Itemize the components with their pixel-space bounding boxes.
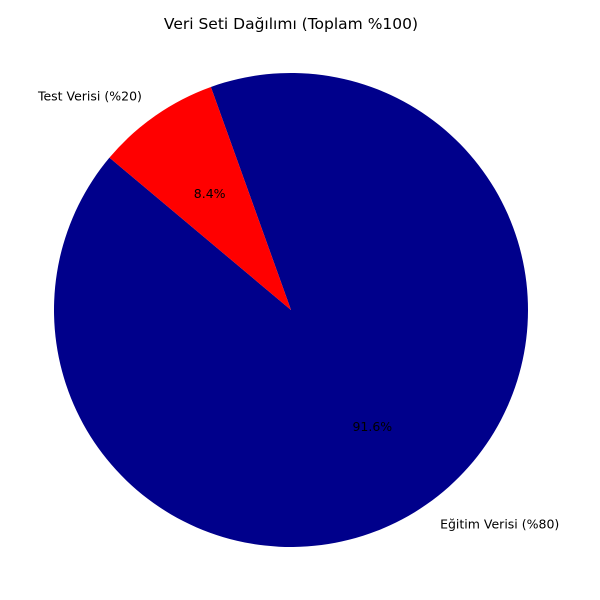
chart-title: Veri Seti Dağılımı (Toplam %100) xyxy=(164,15,418,33)
slice-label: Eğitim Verisi (%80) xyxy=(440,516,559,531)
slice-percent-label: 91.6% xyxy=(352,419,392,434)
pie-slice xyxy=(109,86,291,311)
slice-percent-label: 8.4% xyxy=(194,186,226,201)
pie-slices xyxy=(54,72,528,547)
pie-slice xyxy=(54,72,528,547)
slice-label: Test Verisi (%20) xyxy=(37,89,142,104)
pie-labels: Eğitim Verisi (%80) 91.6% Test Verisi (%20… xyxy=(37,89,559,532)
